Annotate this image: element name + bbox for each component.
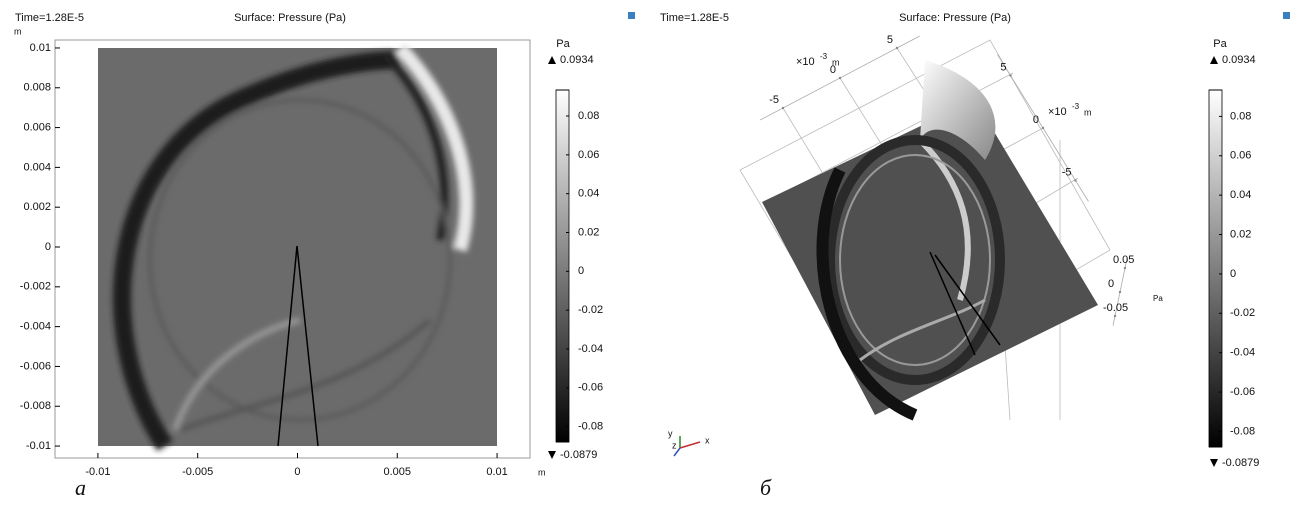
min-marker [1210,459,1218,467]
colorbar-tick-label: -0.08 [1230,425,1255,437]
y-tick [1042,127,1044,129]
panel-label: а [75,475,86,500]
colorbar-min: -0.0879 [560,449,597,461]
y-unit: m [1084,107,1092,117]
y-tick-label: -0.01 [26,440,51,452]
icon [628,12,635,19]
colorbar-tick-label: -0.06 [578,382,603,394]
colorbar [556,90,569,442]
x-tick-label: -0.01 [85,466,110,478]
colorbar-tick-label: -0.06 [1230,386,1255,398]
y-axis-label: m [14,26,22,36]
max-marker [548,56,556,64]
min-marker [548,451,556,459]
colorbar-tick-label: 0.06 [1230,150,1251,162]
y-tick-label: -0.006 [20,360,51,372]
y-tick-label: 0.004 [23,161,51,173]
z-tick [1114,315,1116,317]
colorbar-tick-label: 0.08 [578,110,599,122]
icon [1283,12,1290,19]
colorbar-min: -0.0879 [1222,457,1259,469]
surface-3d-image [740,40,1110,420]
colorbar-max: 0.0934 [1222,54,1256,66]
colorbar-unit: Pa [1213,38,1227,50]
colorbar-tick-label: -0.04 [578,343,603,355]
x-exponent: -3 [820,52,828,61]
colorbar-tick-label: -0.08 [578,421,603,433]
y-multiplier: ×10 [1048,106,1067,118]
triad-label: z [672,440,677,450]
colorbar-tick-label: -0.02 [578,304,603,316]
y-tick-label: 0.01 [30,42,51,54]
axis-triad [674,436,700,456]
colorbar-tick-label: 0 [578,265,584,277]
x-tick-label: 0.005 [384,466,412,478]
x-axis-label: m [538,467,546,477]
y-tick-label: -0.002 [20,281,51,293]
colorbar-tick-label: 0.02 [1230,228,1251,240]
y-tick-label: 0.008 [23,82,51,94]
x-tick-label: -5 [769,94,779,106]
z-tick-label: 0 [1108,278,1114,290]
z-tick-label: -0.05 [1103,302,1128,314]
x-unit: m [832,57,840,67]
colorbar-max: 0.0934 [560,54,594,66]
colorbar [1209,90,1222,447]
y-tick [1074,179,1076,181]
triad-label: y [668,428,673,438]
max-marker [1210,56,1218,64]
figure: Time=1.28E-5Surface: Pressure (Pa)а-0.01… [0,0,1299,517]
colorbar-unit: Pa [556,38,570,50]
z-tick [1119,291,1121,293]
colorbar-tick-label: 0.06 [578,149,599,161]
time-label: Time=1.28E-5 [15,12,84,24]
x-tick [782,107,784,109]
x-tick-label: 0.01 [486,466,507,478]
y-tick-label: 0 [45,241,51,253]
x-multiplier: ×10 [796,56,815,68]
colorbar-tick-label: 0.04 [578,188,599,200]
chart-title: Surface: Pressure (Pa) [899,12,1011,24]
x-tick [839,77,841,79]
x-tick-label: -0.005 [182,466,213,478]
colorbar-tick-label: 0.08 [1230,110,1251,122]
y-tick-label: 5 [1000,61,1006,73]
colorbar-tick-label: 0 [1230,268,1236,280]
colorbar-tick-label: -0.04 [1230,347,1255,359]
chart-title: Surface: Pressure (Pa) [234,12,346,24]
x-tick-label: 5 [887,34,893,46]
y-tick-label: -0.004 [20,321,51,333]
z-axis-label: Pa [1153,294,1163,303]
panel-label: б [760,475,772,500]
y-tick-label: 0.006 [23,121,51,133]
x-tick-label: 0 [294,466,300,478]
z-tick [1124,267,1126,269]
time-label: Time=1.28E-5 [660,12,729,24]
x-tick [896,47,898,49]
colorbar-tick-label: -0.02 [1230,307,1255,319]
colorbar-tick-label: 0.04 [1230,189,1251,201]
y-exponent: -3 [1072,102,1080,111]
y-tick [1009,74,1011,76]
y-tick-label: -5 [1062,166,1072,178]
z-tick-label: 0.05 [1113,254,1134,266]
triad-label: x [705,435,710,445]
y-tick-label: 0 [1033,114,1039,126]
surface-image [55,40,530,458]
colorbar-tick-label: 0.02 [578,226,599,238]
y-tick-label: 0.002 [23,201,51,213]
y-tick-label: -0.008 [20,400,51,412]
